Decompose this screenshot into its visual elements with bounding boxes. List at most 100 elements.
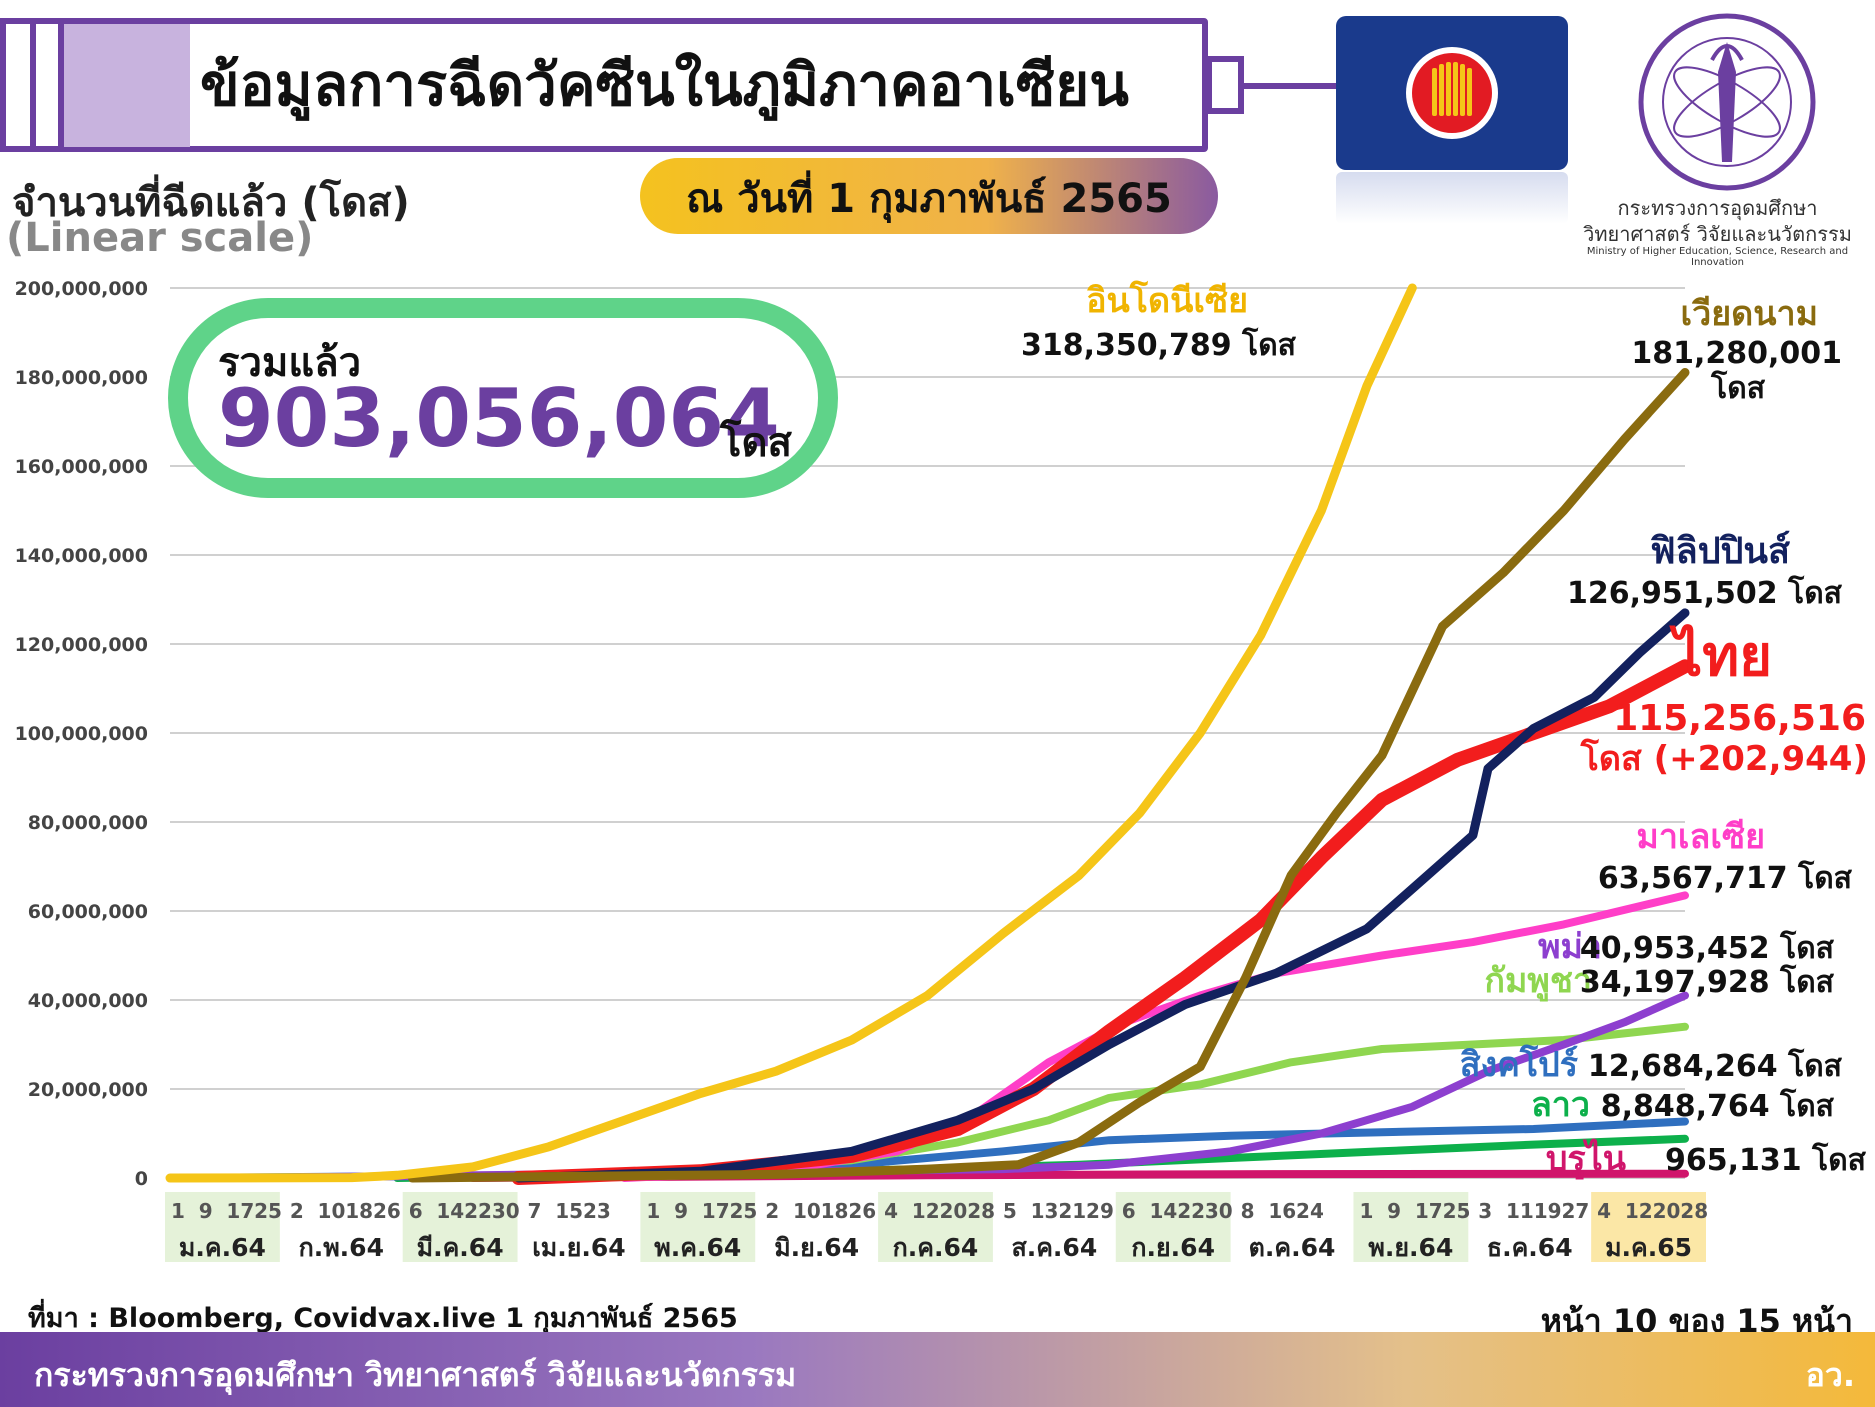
series-value-label: 126,951,502 โดส (1567, 574, 1843, 611)
syringe-nozzle (1206, 56, 1244, 114)
x-day-label: 17 (1415, 1199, 1443, 1223)
x-day-label: 25 (730, 1199, 758, 1223)
x-day-label: 6 (409, 1199, 423, 1223)
x-day-label: 26 (848, 1199, 876, 1223)
month-highlight (1353, 1192, 1469, 1262)
x-day-label: 28 (1680, 1199, 1708, 1223)
x-day-label: 8 (1241, 1199, 1255, 1223)
x-day-label: 26 (373, 1199, 401, 1223)
x-day-label: 10 (793, 1199, 821, 1223)
x-day-label: 22 (1177, 1199, 1205, 1223)
y-tick-label: 60,000,000 (28, 901, 148, 923)
x-day-label: 16 (1268, 1199, 1296, 1223)
y-axis-title: จำนวนที่ฉีดแล้ว (โดส) (12, 180, 410, 226)
date-text: ณ วันที่ 1 กุมภาพันธ์ 2565 (686, 176, 1172, 222)
month-highlight (878, 1192, 993, 1262)
series-value-label: 181,280,001 (1631, 336, 1842, 371)
date-pill (640, 158, 1218, 234)
series-name-label: บรูไน (1546, 1138, 1626, 1180)
x-day-label: 12 (1625, 1199, 1653, 1223)
series-name-label: มาเลเซีย (1636, 817, 1765, 857)
x-day-label: 20 (940, 1199, 968, 1223)
x-day-label: 1 (171, 1199, 185, 1223)
x-month-label: ธ.ค.64 (1487, 1233, 1573, 1262)
x-day-label: 22 (464, 1199, 492, 1223)
ministry-logo-icon (1632, 12, 1822, 192)
x-day-label: 19 (1534, 1199, 1562, 1223)
x-month-label: เม.ย.64 (532, 1233, 625, 1262)
y-tick-label: 200,000,000 (15, 278, 148, 300)
footer-org: กระทรวงการอุดมศึกษา วิทยาศาสตร์ วิจัยและ… (34, 1356, 797, 1394)
x-day-label: 11 (1506, 1199, 1534, 1223)
x-day-label: 21 (1058, 1199, 1086, 1223)
series-name-label: อินโดนีเซีย (1086, 280, 1248, 321)
y-tick-label: 100,000,000 (15, 723, 148, 745)
title-syringe-barrel (0, 18, 1208, 152)
x-day-label: 29 (1086, 1199, 1114, 1223)
x-day-label: 25 (1443, 1199, 1471, 1223)
x-month-label: มิ.ย.64 (774, 1233, 859, 1262)
x-day-label: 18 (345, 1199, 373, 1223)
x-month-label: ม.ค.64 (179, 1233, 266, 1262)
y-tick-label: 140,000,000 (15, 545, 148, 567)
y-tick-label: 160,000,000 (15, 456, 148, 478)
x-day-label: 15 (555, 1199, 583, 1223)
x-day-label: 30 (1205, 1199, 1233, 1223)
ministry-name-th-2: วิทยาศาสตร์ วิจัยและนวัตกรรม (1583, 222, 1852, 246)
y-axis-subtitle: (Linear scale) (6, 215, 314, 261)
page-title: ข้อมูลการฉีดวัคซีนในภูมิภาคอาเซียน (200, 51, 1129, 119)
series-value-label: 115,256,516 (1613, 698, 1866, 739)
x-day-label: 27 (1561, 1199, 1589, 1223)
series-unit-label: โดส (+202,944) (1580, 738, 1868, 779)
x-day-label: 5 (1003, 1199, 1017, 1223)
syringe-needle (1242, 83, 1338, 89)
total-value: 903,056,064 (218, 372, 780, 465)
title-syringe-plunger-head (30, 18, 64, 152)
x-day-label: 2 (290, 1199, 304, 1223)
x-month-label: ต.ค.64 (1249, 1233, 1336, 1262)
ministry-name-th-1: กระทรวงการอุดมศึกษา (1617, 196, 1818, 220)
series-value-label: 965,131 โดส (1665, 1141, 1867, 1178)
asean-emblem-icon (1406, 47, 1498, 139)
x-month-label: ก.พ.64 (299, 1233, 384, 1262)
month-highlight (1115, 1192, 1231, 1262)
y-tick-label: 120,000,000 (15, 634, 148, 656)
series-name-label: เวียดนาม (1681, 294, 1818, 334)
total-label: รวมแล้ว (218, 340, 362, 386)
x-month-label: ส.ค.64 (1011, 1233, 1097, 1262)
x-day-label: 4 (1597, 1199, 1611, 1223)
month-highlight (165, 1192, 280, 1262)
y-tick-label: 180,000,000 (15, 367, 148, 389)
series-unit-label: โดส (1710, 369, 1766, 406)
footer-org-short: อว. (1805, 1356, 1855, 1394)
y-tick-label: 20,000,000 (28, 1079, 148, 1101)
month-highlight (402, 1192, 518, 1262)
x-day-label: 1 (646, 1199, 660, 1223)
x-day-label: 20 (1653, 1199, 1681, 1223)
y-tick-label: 0 (135, 1168, 148, 1190)
x-day-label: 14 (1149, 1199, 1177, 1223)
footer-bar (0, 1332, 1875, 1407)
x-day-label: 1 (1359, 1199, 1373, 1223)
series-name-label: ไทย (1669, 623, 1772, 689)
total-unit: โดส (720, 420, 792, 466)
series-value-label: 12,684,264 โดส (1588, 1047, 1843, 1084)
x-day-label: 25 (254, 1199, 282, 1223)
x-month-label: มี.ค.64 (417, 1233, 504, 1262)
x-day-label: 9 (674, 1199, 688, 1223)
series-line (407, 368, 1690, 1183)
asean-flag-icon (1336, 16, 1568, 170)
x-day-label: 17 (702, 1199, 730, 1223)
month-highlight (1591, 1192, 1706, 1262)
x-day-label: 10 (318, 1199, 346, 1223)
series-name-label: สิงคโปร์ (1460, 1044, 1579, 1085)
series-name-label: กัมพูชา (1484, 961, 1592, 1002)
x-day-label: 14 (436, 1199, 464, 1223)
series-value-label: 34,197,928 โดส (1580, 963, 1835, 1000)
series-line (241, 991, 1689, 1182)
x-day-label: 24 (1296, 1199, 1324, 1223)
x-day-label: 18 (821, 1199, 849, 1223)
flag-reflection (1336, 172, 1568, 224)
x-month-label: ก.ค.64 (893, 1233, 979, 1262)
total-doses-box (168, 298, 838, 498)
